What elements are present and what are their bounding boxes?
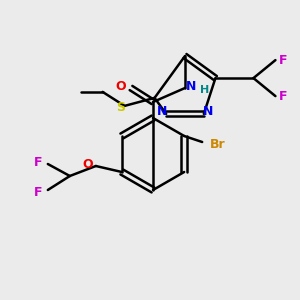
Text: F: F	[34, 185, 42, 199]
Text: N: N	[186, 80, 196, 94]
Text: N: N	[202, 105, 213, 119]
Text: H: H	[200, 85, 210, 95]
Text: Br: Br	[210, 137, 226, 151]
Text: N: N	[157, 105, 167, 119]
Text: O: O	[116, 80, 126, 92]
Text: F: F	[279, 90, 288, 103]
Text: F: F	[279, 54, 288, 67]
Text: S: S	[116, 101, 125, 114]
Text: O: O	[82, 158, 93, 170]
Text: F: F	[34, 155, 42, 169]
